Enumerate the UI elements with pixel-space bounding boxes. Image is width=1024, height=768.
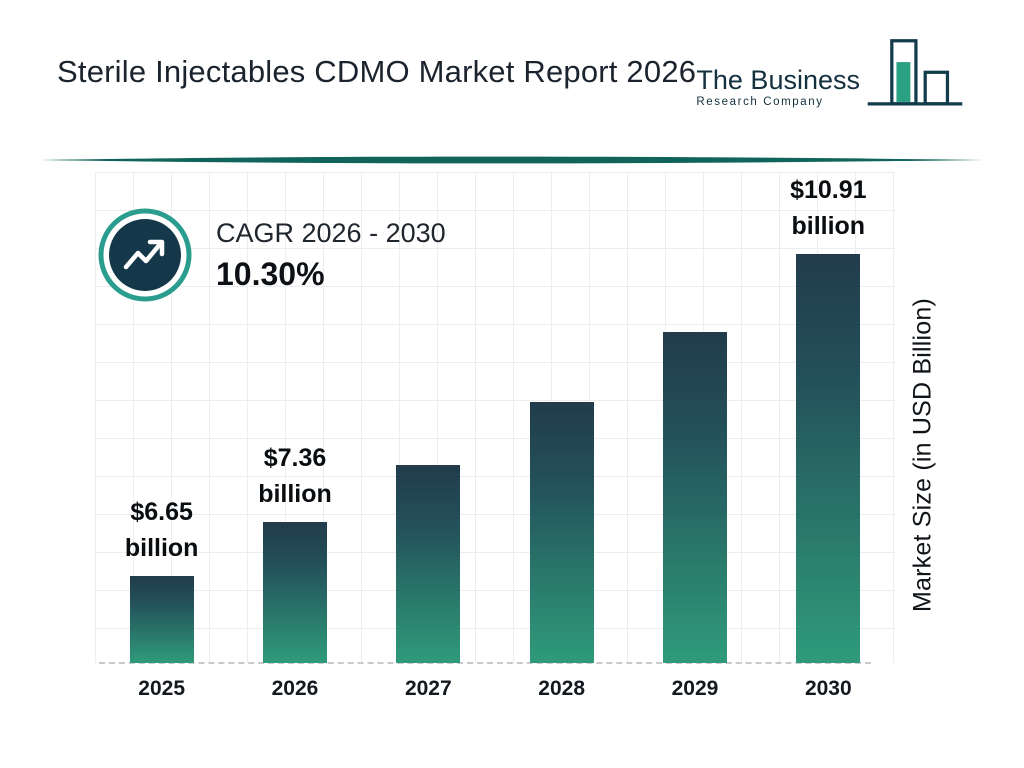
y-axis-title: Market Size (in USD Billion)	[908, 297, 937, 613]
cagr-text: CAGR 2026 - 2030 10.30%	[216, 216, 446, 294]
bar-2028	[529, 402, 594, 663]
divider-line	[40, 156, 984, 164]
plot-area: $6.65 billion 2025 $7.36 billion 2026 2027 2028…	[95, 172, 895, 700]
axis-baseline	[99, 662, 871, 664]
logo-bars-icon	[867, 39, 963, 106]
bar-column: 2028	[495, 172, 628, 700]
x-axis-label: 2030	[804, 677, 852, 700]
bar-2026	[262, 522, 327, 663]
x-axis-label: 2026	[271, 677, 319, 700]
bar-2029	[662, 332, 727, 663]
bar-2025	[129, 576, 194, 663]
bar-2030	[796, 254, 861, 663]
bar-value-label: $10.91 billion	[790, 176, 867, 241]
company-logo: The Business Research Company	[696, 36, 966, 116]
x-axis-label: 2029	[671, 677, 719, 700]
cagr-callout: CAGR 2026 - 2030 10.30%	[98, 208, 446, 302]
cagr-label: CAGR 2026 - 2030	[216, 218, 446, 248]
logo-name: The Business	[696, 65, 860, 95]
bar-column: 2027	[362, 172, 495, 700]
logo-subtitle: Research Company	[696, 96, 824, 108]
bar-value-label: $6.65 billion	[124, 498, 199, 563]
bar-column: $6.65 billion 2025	[95, 172, 228, 700]
x-axis-label: 2027	[404, 677, 452, 700]
trend-up-icon	[98, 208, 192, 302]
bar-column: $7.36 billion 2026	[228, 172, 361, 700]
x-axis-label: 2028	[538, 677, 585, 700]
cagr-value: 10.30%	[216, 256, 325, 292]
x-axis-label: 2025	[138, 677, 186, 700]
bar-column: 2029	[628, 172, 761, 700]
bar-chart: CAGR 2026 - 2030 10.30% $6.65 billion 2025…	[95, 172, 895, 700]
bar-value-label: $7.36 billion	[258, 444, 332, 509]
bar-column: $10.91 billion 2030	[762, 172, 895, 700]
bar-2027	[396, 465, 461, 663]
page-title: Sterile Injectables CDMO Market Report 2…	[57, 54, 697, 89]
logo-text: The Business Research Company	[696, 66, 860, 108]
